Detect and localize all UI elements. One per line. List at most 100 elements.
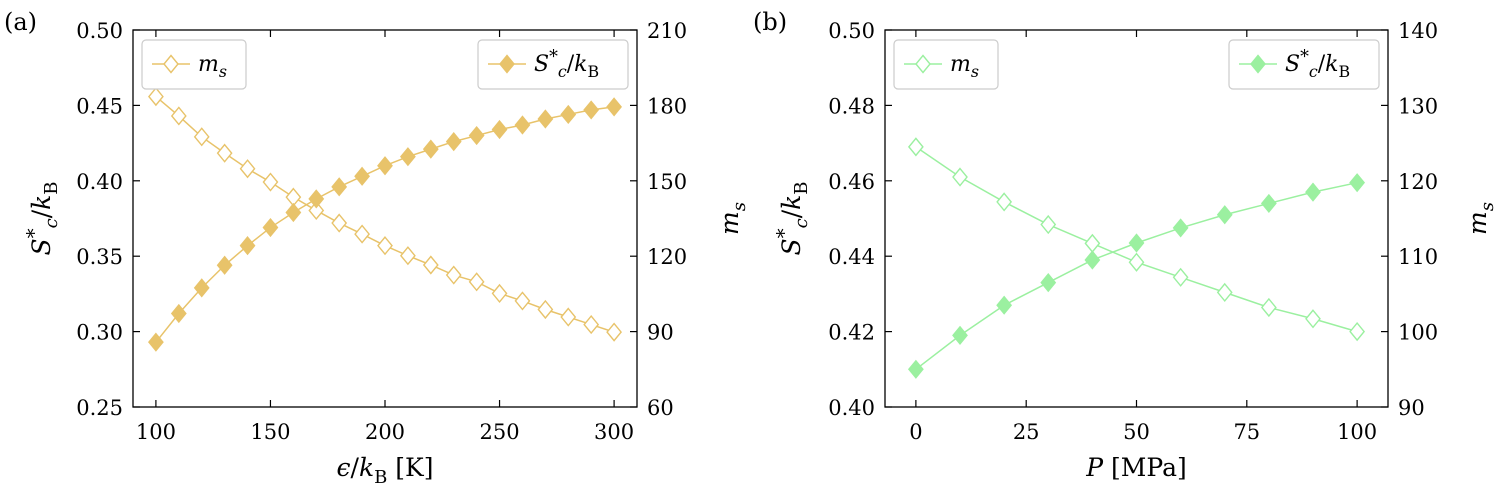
y-left-tick-label: 0.40 xyxy=(76,170,123,194)
data-point xyxy=(1260,297,1277,318)
y-left-tick-label: 0.35 xyxy=(76,245,123,269)
data-point xyxy=(216,255,233,275)
y-left-tick-label: 0.45 xyxy=(76,94,123,118)
data-point xyxy=(445,265,462,285)
series-ms xyxy=(148,87,622,342)
data-point xyxy=(907,137,924,157)
panel-label: (b) xyxy=(753,8,787,36)
y-left-axis-label: S*c/kB xyxy=(22,181,63,255)
data-point xyxy=(606,322,622,342)
data-point xyxy=(216,143,233,163)
y-right-tick-label: 140 xyxy=(1398,19,1438,43)
y-left-tick-label: 0.30 xyxy=(76,321,123,345)
y-right-tick-label: 90 xyxy=(1398,396,1425,420)
x-tick-label: 200 xyxy=(365,420,405,444)
data-point xyxy=(907,359,924,379)
data-point xyxy=(354,166,370,186)
x-tick-label: 50 xyxy=(1123,420,1150,444)
data-point xyxy=(400,147,416,167)
x-tick-label: 75 xyxy=(1233,420,1260,444)
x-tick-label: 100 xyxy=(1337,420,1377,444)
y-right-tick-label: 130 xyxy=(1398,94,1438,118)
panel-a: 100 150 200 250 300 0.25 0.30 0.35 0.40 0.45 0.50 6… xyxy=(4,8,750,488)
data-point xyxy=(239,236,256,256)
data-point xyxy=(537,299,554,320)
x-tick-label: 300 xyxy=(594,420,634,444)
series-sc xyxy=(907,173,1366,379)
y-right-tick-label: 180 xyxy=(647,94,687,118)
data-point xyxy=(400,246,416,266)
y-left-tick-label: 0.25 xyxy=(76,396,123,420)
data-point xyxy=(1349,321,1366,342)
data-point xyxy=(537,109,554,129)
y-right-tick-label: 60 xyxy=(647,396,674,420)
data-point xyxy=(996,295,1013,315)
data-point xyxy=(952,167,968,187)
x-tick-label: 150 xyxy=(250,420,290,444)
x-tick-label: 0 xyxy=(909,420,922,444)
legend-label: S*c/kB xyxy=(534,48,599,82)
series-sc xyxy=(148,97,622,352)
data-point xyxy=(377,156,393,176)
data-point xyxy=(560,307,577,327)
x-tick-label: 100 xyxy=(136,420,176,444)
panel-b: 0 25 50 75 100 0.40 0.42 0.44 0.46 0.48 0.50 90 100 1… xyxy=(753,8,1494,482)
data-point xyxy=(1084,233,1101,253)
legend-box xyxy=(477,39,629,90)
data-point xyxy=(606,97,622,117)
y-right-tick-label: 110 xyxy=(1398,245,1438,269)
data-point xyxy=(285,202,302,223)
legend-marker xyxy=(915,54,931,74)
data-point xyxy=(262,217,279,238)
data-point xyxy=(560,104,577,125)
data-point xyxy=(331,177,348,197)
data-point xyxy=(262,172,279,192)
x-axis-label: P [MPa] xyxy=(1085,453,1187,482)
data-point xyxy=(1040,214,1057,235)
series-line xyxy=(155,96,615,333)
data-point xyxy=(308,200,325,221)
legend-sc: S*c/kB xyxy=(477,39,629,90)
y-left-tick-label: 0.42 xyxy=(828,321,875,345)
y-right-tick-label: 120 xyxy=(647,245,687,269)
data-point xyxy=(331,213,348,233)
y-left-tick-label: 0.50 xyxy=(76,19,123,43)
legend-box xyxy=(893,39,999,90)
data-point xyxy=(1216,205,1233,225)
y-right-tick-label: 150 xyxy=(647,170,687,194)
legend-box xyxy=(141,39,247,90)
data-point xyxy=(445,131,462,152)
data-point xyxy=(148,87,164,107)
panel-label: (a) xyxy=(4,8,37,36)
y-right-tick-label: 100 xyxy=(1398,321,1438,345)
data-point xyxy=(1084,250,1101,270)
y-left-tick-label: 0.48 xyxy=(828,94,875,118)
data-point xyxy=(1172,267,1189,287)
data-point xyxy=(170,303,187,324)
data-point xyxy=(193,278,210,298)
y-right-tick-label: 210 xyxy=(647,19,687,43)
legend-label: ms xyxy=(950,52,979,81)
series-ms xyxy=(907,137,1366,342)
data-point xyxy=(491,119,508,140)
data-point xyxy=(1128,252,1145,272)
legend-marker xyxy=(1250,54,1266,74)
x-tick-label: 25 xyxy=(1013,420,1040,444)
legend-ms: ms xyxy=(141,39,247,90)
data-point xyxy=(1260,193,1277,214)
data-point xyxy=(514,115,531,135)
legend-marker xyxy=(163,54,179,74)
data-point xyxy=(583,100,600,120)
legend-sc: S*c/kB xyxy=(1228,39,1380,90)
y-right-axis-label: ms xyxy=(715,202,750,235)
data-point xyxy=(239,159,256,179)
data-point xyxy=(170,106,187,126)
data-point xyxy=(514,291,531,311)
data-point xyxy=(377,236,393,256)
data-point xyxy=(1128,233,1145,253)
legend-marker xyxy=(499,54,515,74)
data-point xyxy=(422,255,439,275)
data-point xyxy=(354,224,370,244)
data-point xyxy=(952,325,968,345)
